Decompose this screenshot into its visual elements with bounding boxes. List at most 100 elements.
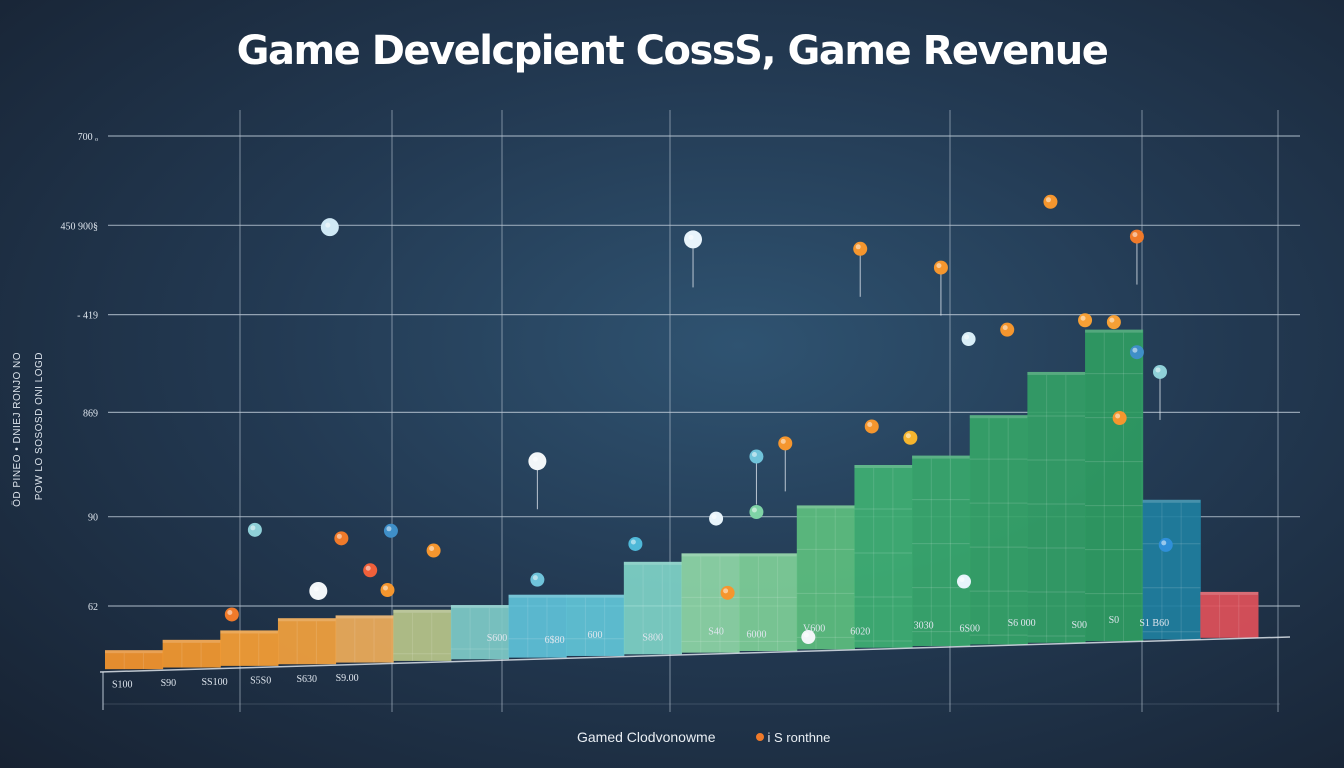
data-point [749, 449, 764, 505]
point-highlight [751, 452, 757, 458]
bar-rect [277, 618, 337, 665]
point-circle [380, 583, 395, 598]
point-highlight [723, 588, 729, 594]
data-point [1129, 229, 1144, 285]
point-highlight [1080, 315, 1086, 321]
bar-top-highlight [1085, 329, 1143, 333]
x-tick-label: 6$80 [545, 635, 565, 646]
data-point [933, 260, 948, 316]
point-circle [1152, 364, 1167, 379]
data-point [530, 572, 545, 587]
bar-top-highlight [1200, 591, 1258, 595]
x-tick-label: 3030 [914, 621, 934, 632]
point-highlight [532, 575, 538, 581]
point-highlight [386, 526, 392, 532]
bar [162, 639, 221, 668]
point-circle [709, 511, 724, 526]
point-highlight [1109, 317, 1115, 323]
point-highlight [867, 421, 873, 427]
bar [912, 455, 971, 647]
point-highlight [1132, 347, 1138, 353]
point-circle [684, 230, 703, 249]
point-highlight [250, 525, 256, 531]
point-highlight [1115, 413, 1121, 419]
data-point [334, 531, 349, 546]
point-circle [749, 505, 764, 519]
data-point [903, 430, 918, 445]
bar [450, 605, 510, 660]
bar-rect [220, 630, 279, 666]
data-point [1000, 322, 1015, 337]
data-point [309, 581, 328, 600]
point-highlight [1132, 232, 1138, 238]
bar [1200, 591, 1259, 638]
data-point [320, 218, 339, 237]
point-highlight [336, 533, 342, 539]
point-highlight [780, 438, 786, 444]
data-point [528, 452, 547, 510]
bar-rect [1142, 499, 1201, 640]
bar-top-highlight [912, 455, 970, 459]
x-tick-label: S9.00 [336, 673, 359, 684]
y-tick-label: 62 [88, 602, 98, 613]
bar [1085, 329, 1144, 642]
bar-top-highlight [277, 618, 336, 622]
x-tick-label: S6 000 [1008, 618, 1036, 629]
data-point [720, 585, 735, 600]
bar [623, 561, 682, 655]
bar-top-highlight [681, 553, 740, 557]
bar [393, 609, 452, 661]
point-circle [933, 260, 948, 275]
point-circle [528, 452, 547, 471]
point-highlight [630, 539, 636, 545]
data-point [853, 241, 868, 297]
bar-top-highlight [854, 465, 913, 468]
y-tick-label: - 419 [77, 311, 98, 322]
bar-top-highlight [508, 594, 567, 598]
bar [508, 594, 567, 658]
data-point [383, 523, 398, 538]
bar-rect [739, 553, 798, 652]
data-point [1129, 345, 1144, 360]
baseline [99, 636, 1291, 673]
y-tick-label: 450 900§ [61, 221, 99, 232]
x-tick-label: S90 [161, 678, 177, 689]
bar [854, 465, 913, 648]
data-point [426, 543, 441, 558]
data-point [1043, 194, 1058, 209]
point-circle [956, 574, 971, 589]
point-highlight [313, 586, 319, 592]
legend: Gamed Clodvonowme i S ronthne [577, 729, 830, 745]
bar-rect [1027, 371, 1086, 643]
bar-top-highlight [450, 605, 509, 609]
bar-top-highlight [335, 615, 394, 619]
legend-swatch-revenue [755, 733, 764, 741]
point-highlight [936, 263, 942, 269]
point-circle [334, 531, 349, 546]
bar-top-highlight [969, 415, 1028, 419]
point-highlight [964, 334, 970, 340]
bar-top-highlight [796, 505, 855, 509]
x-tick-label: S00 [1072, 620, 1088, 631]
point-highlight [325, 222, 331, 228]
bar-rect [450, 605, 510, 660]
bar-rect [623, 561, 682, 655]
bar [1142, 499, 1201, 640]
bar-rect [969, 415, 1028, 645]
point-circle [864, 419, 879, 434]
data-point [247, 522, 262, 537]
x-tick-label: S600 [487, 633, 508, 644]
bar [796, 505, 855, 650]
legend-label-costs: Gamed Clodvonowme [577, 729, 716, 745]
data-point [778, 436, 793, 492]
x-tick-label: 6000 [746, 629, 766, 640]
x-tick-label: 6S00 [959, 623, 980, 634]
bar-rect [854, 465, 913, 648]
bar-top-highlight [623, 561, 682, 565]
point-circle [628, 536, 643, 551]
x-tick-label: SS100 [201, 677, 227, 688]
bar-rect [681, 553, 740, 653]
point-circle [426, 543, 441, 558]
point-highlight [803, 632, 809, 638]
